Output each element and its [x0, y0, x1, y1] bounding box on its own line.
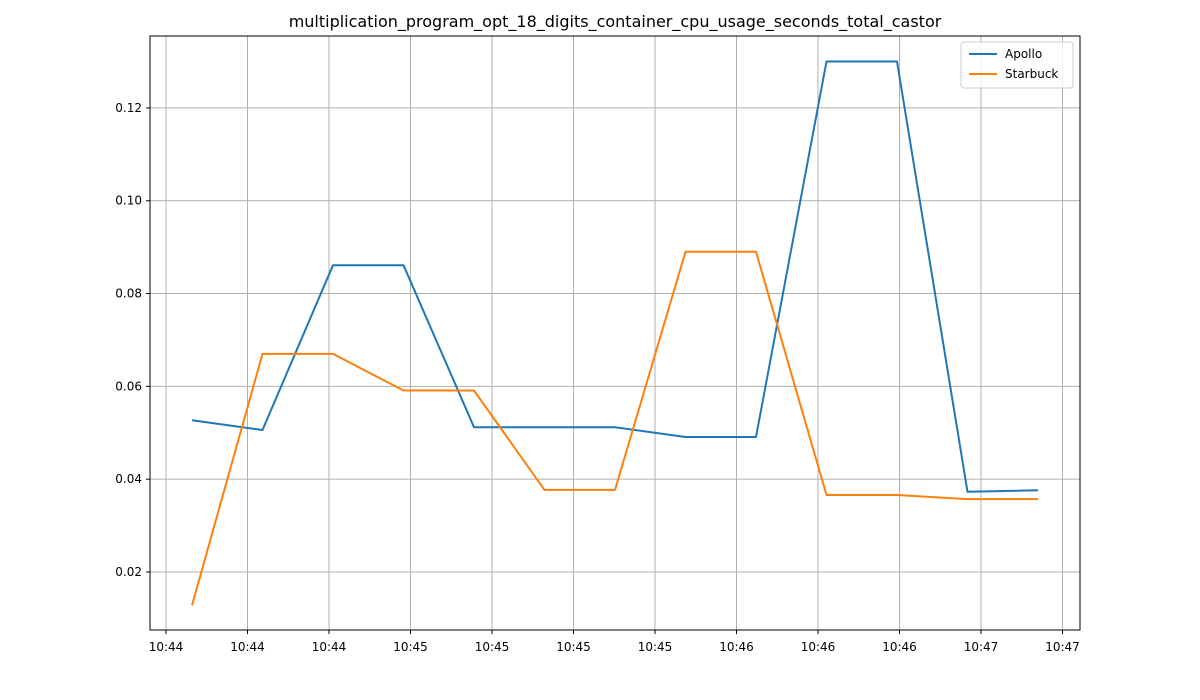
x-tick-label: 10:44: [149, 640, 184, 654]
y-tick-label: 0.12: [115, 101, 142, 115]
legend-label-starbuck: Starbuck: [1005, 67, 1058, 81]
x-tick-label: 10:45: [638, 640, 673, 654]
axes: 10:44 10:44 10:44 10:45 10:45 10:45 10:45 10:46…: [115, 101, 1080, 654]
y-tick-label: 0.08: [115, 287, 142, 301]
x-tick-label: 10:44: [230, 640, 265, 654]
chart-title: multiplication_program_opt_18_digits_con…: [289, 12, 942, 32]
y-tick-label: 0.02: [115, 565, 142, 579]
plot-frame: [149, 35, 1081, 631]
series-layer: [191, 60, 1039, 606]
legend-label-apollo: Apollo: [1005, 47, 1042, 61]
y-tick-label: 0.04: [115, 472, 142, 486]
x-tick-label: 10:45: [475, 640, 510, 654]
series-line-starbuck: [191, 250, 1038, 606]
y-tick-label: 0.06: [115, 379, 142, 393]
legend: Apollo Starbuck: [960, 41, 1074, 89]
x-tick-label: 10:45: [393, 640, 428, 654]
y-tick-label: 0.10: [115, 194, 142, 208]
x-tick-label: 10:47: [1045, 640, 1080, 654]
grid-lines: [150, 36, 1080, 630]
x-tick-label: 10:47: [964, 640, 999, 654]
x-tick-label: 10:45: [556, 640, 591, 654]
series-line-apollo: [191, 60, 1039, 493]
x-tick-label: 10:44: [312, 640, 347, 654]
x-tick-label: 10:46: [801, 640, 836, 654]
x-tick-label: 10:46: [719, 640, 754, 654]
x-tick-label: 10:46: [882, 640, 917, 654]
